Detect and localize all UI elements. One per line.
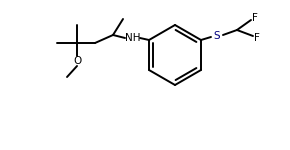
Text: F: F — [252, 13, 258, 23]
Text: S: S — [214, 31, 220, 41]
Text: F: F — [254, 33, 260, 43]
Text: NH: NH — [125, 33, 141, 43]
Text: O: O — [73, 56, 81, 66]
